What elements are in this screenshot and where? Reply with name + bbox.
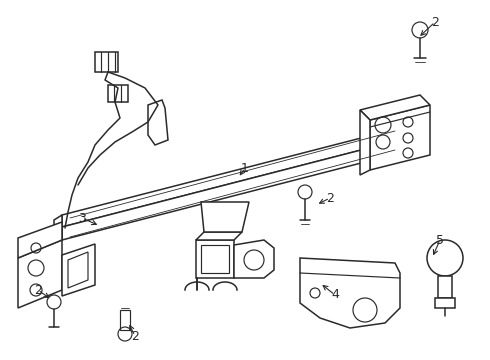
Polygon shape: [108, 85, 128, 102]
Polygon shape: [360, 110, 370, 175]
Polygon shape: [360, 95, 430, 120]
Text: 2: 2: [34, 284, 42, 297]
Polygon shape: [62, 128, 400, 227]
Bar: [196, 240, 234, 278]
Text: 1: 1: [241, 162, 249, 175]
Circle shape: [427, 240, 463, 276]
Text: 5: 5: [436, 234, 444, 247]
Bar: [438, 276, 452, 298]
Polygon shape: [18, 222, 62, 258]
Polygon shape: [300, 258, 400, 328]
Polygon shape: [370, 105, 430, 170]
Polygon shape: [196, 232, 242, 240]
Polygon shape: [18, 240, 62, 308]
Bar: [201, 245, 229, 273]
Text: 2: 2: [326, 192, 334, 204]
Text: 2: 2: [131, 329, 139, 342]
Polygon shape: [68, 252, 88, 288]
Polygon shape: [234, 240, 274, 278]
Polygon shape: [148, 100, 168, 145]
Text: 3: 3: [78, 211, 86, 225]
Polygon shape: [62, 244, 95, 296]
Bar: [435, 298, 455, 308]
Polygon shape: [95, 52, 118, 72]
Text: 4: 4: [331, 288, 339, 302]
Polygon shape: [54, 215, 62, 245]
Polygon shape: [201, 202, 249, 232]
Polygon shape: [62, 140, 400, 240]
Text: 2: 2: [431, 15, 439, 28]
Bar: [120, 310, 130, 330]
